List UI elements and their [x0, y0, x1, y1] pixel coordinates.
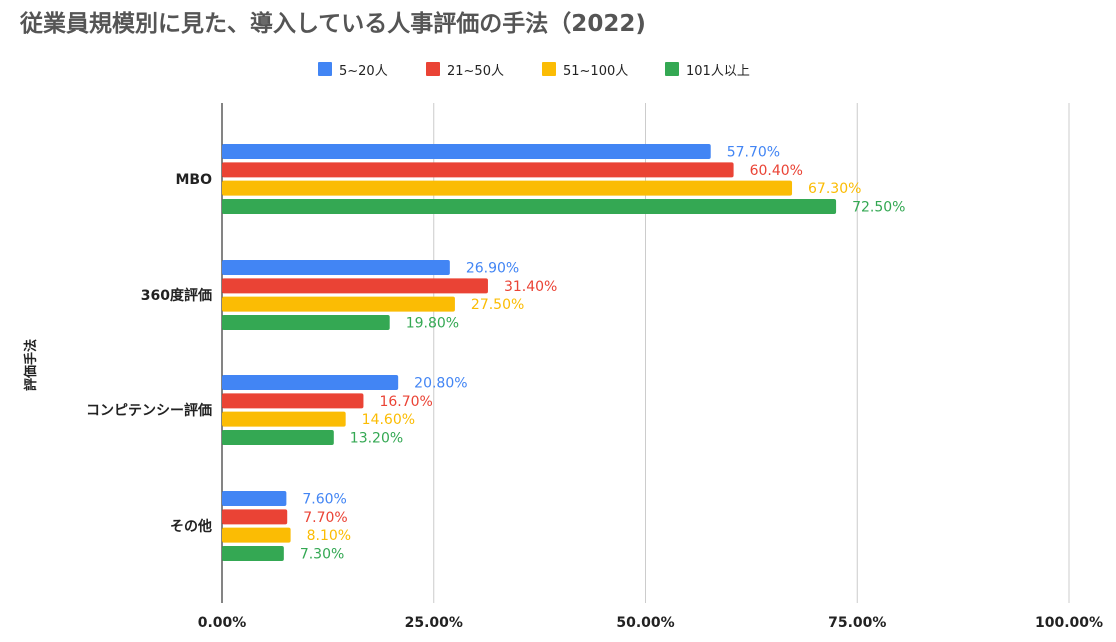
data-label: 7.60% [302, 492, 346, 508]
category-label: MBO [175, 172, 212, 188]
legend: 5~20人 21~50人 51~100人 101人以上 [318, 62, 750, 79]
data-label: 57.70% [727, 145, 780, 161]
x-tick-label: 25.00% [405, 615, 463, 631]
legend-swatch [426, 62, 440, 76]
bar [222, 144, 711, 160]
bar [222, 509, 288, 525]
bar [222, 545, 284, 561]
category-label: その他 [170, 518, 212, 535]
legend-swatch [665, 62, 679, 76]
bar [222, 260, 450, 276]
data-label: 20.80% [414, 376, 467, 392]
data-label: 13.20% [350, 430, 403, 446]
bar [222, 411, 346, 427]
bar [222, 296, 455, 312]
data-label: 26.90% [466, 261, 519, 277]
legend-label: 5~20人 [339, 64, 388, 79]
x-tick-labels: 0.00% 25.00% 50.00% 75.00% 100.00% [198, 615, 1103, 631]
data-label: 7.30% [300, 546, 344, 562]
data-label: 31.40% [504, 279, 557, 295]
y-axis-title: 評価手法 [23, 339, 39, 391]
category-label: 360度評価 [141, 287, 212, 304]
bar [222, 527, 291, 543]
bars [222, 144, 837, 561]
data-label: 27.50% [471, 297, 524, 313]
bar [222, 429, 334, 445]
x-tick-label: 75.00% [828, 615, 886, 631]
category-label: コンピテンシー評価 [86, 402, 212, 419]
x-tick-label: 100.00% [1035, 615, 1103, 631]
bar [222, 162, 734, 178]
data-label: 67.30% [808, 181, 861, 197]
legend-item: 51~100人 [542, 62, 628, 79]
legend-label: 101人以上 [686, 64, 750, 79]
legend-item: 101人以上 [665, 62, 750, 79]
legend-swatch [318, 62, 332, 76]
legend-label: 51~100人 [563, 64, 628, 79]
bar [222, 491, 287, 507]
bar [222, 375, 399, 391]
data-label: 60.40% [750, 163, 803, 179]
data-label: 8.10% [307, 528, 351, 544]
x-tick-label: 50.00% [616, 615, 674, 631]
bar [222, 314, 390, 330]
bar [222, 198, 837, 214]
bar [222, 278, 488, 294]
data-label: 14.60% [362, 412, 415, 428]
legend-item: 5~20人 [318, 62, 388, 79]
bar [222, 180, 793, 196]
data-label: 72.50% [852, 199, 905, 215]
data-label: 16.70% [379, 394, 432, 410]
chart-title: 従業員規模別に見た、導入している人事評価の手法（2022) [19, 10, 646, 37]
data-labels: 57.70% 26.90% 20.80% 7.60% 60.40% 31.40% 16.70… [300, 145, 906, 563]
bar [222, 393, 364, 409]
data-label: 7.70% [303, 510, 347, 526]
data-label: 19.80% [406, 315, 459, 331]
legend-label: 21~50人 [447, 64, 504, 79]
legend-swatch [542, 62, 556, 76]
x-tick-label: 0.00% [198, 615, 247, 631]
legend-item: 21~50人 [426, 62, 504, 79]
